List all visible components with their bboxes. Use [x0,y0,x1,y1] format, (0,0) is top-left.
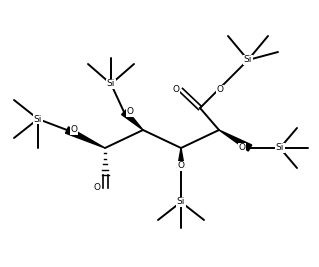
Text: O: O [217,85,224,95]
Text: Si: Si [107,80,115,88]
Polygon shape [219,130,252,151]
Text: Si: Si [244,56,252,65]
Polygon shape [177,148,184,168]
Text: Si: Si [177,198,185,206]
Text: Si: Si [276,143,284,152]
Text: O: O [93,183,100,193]
Polygon shape [65,127,105,148]
Text: O: O [70,125,78,135]
Text: O: O [239,143,246,152]
Text: O: O [177,162,184,171]
Text: O: O [127,108,133,116]
Text: O: O [173,85,180,95]
Polygon shape [122,109,143,130]
Text: Si: Si [34,115,42,124]
